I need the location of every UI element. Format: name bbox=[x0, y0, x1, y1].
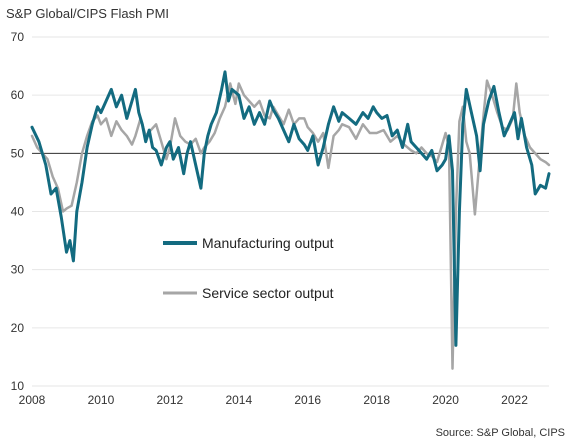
x-tick-label: 2020 bbox=[432, 393, 459, 407]
x-axis: 2008 2010 2012 2014 2016 2018 2020 2022 bbox=[19, 393, 529, 407]
service-sector-output-line bbox=[30, 79, 551, 370]
y-tick-label: 40 bbox=[11, 205, 25, 219]
x-tick-label: 2008 bbox=[19, 393, 46, 407]
y-tick-label: 60 bbox=[11, 88, 25, 102]
chart-title: S&P Global/CIPS Flash PMI bbox=[6, 6, 169, 21]
series-group bbox=[30, 70, 551, 370]
legend: Manufacturing output Service sector outpu… bbox=[163, 235, 334, 301]
source-note: Source: S&P Global, CIPS bbox=[436, 427, 565, 439]
x-tick-label: 2018 bbox=[363, 393, 390, 407]
y-tick-label: 20 bbox=[11, 321, 25, 335]
x-tick-label: 2014 bbox=[225, 393, 252, 407]
y-tick-label: 50 bbox=[11, 146, 25, 160]
manufacturing-legend-label: Manufacturing output bbox=[202, 235, 334, 251]
y-tick-label: 30 bbox=[11, 263, 25, 277]
x-tick-label: 2010 bbox=[88, 393, 115, 407]
y-tick-label: 10 bbox=[11, 379, 25, 393]
service-legend-label: Service sector output bbox=[202, 285, 334, 301]
y-axis: 10 20 30 40 50 60 70 bbox=[11, 30, 25, 393]
y-tick-label: 70 bbox=[11, 30, 25, 44]
gridlines bbox=[32, 36, 549, 387]
x-tick-label: 2022 bbox=[501, 393, 528, 407]
x-tick-label: 2016 bbox=[294, 393, 321, 407]
manufacturing-output-line bbox=[30, 70, 551, 347]
x-tick-label: 2012 bbox=[157, 393, 184, 407]
